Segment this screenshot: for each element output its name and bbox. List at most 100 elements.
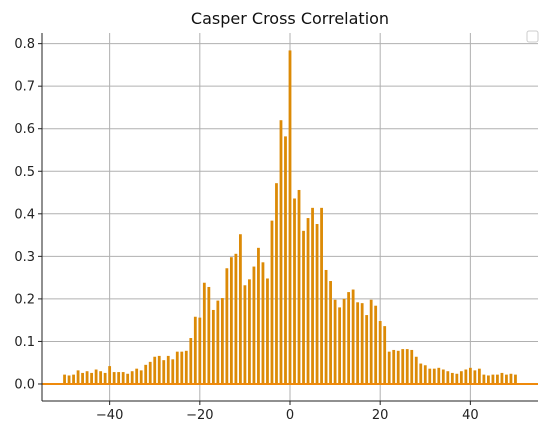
bar	[293, 198, 296, 384]
y-tick-label: 0.6	[14, 122, 35, 137]
bar	[387, 351, 391, 384]
bar	[496, 374, 499, 384]
bar	[500, 372, 504, 384]
bar	[410, 349, 414, 384]
bar	[81, 372, 84, 384]
bar	[211, 309, 215, 384]
x-tick-label: 20	[372, 408, 389, 423]
chart-title: Casper Cross Correlation	[191, 9, 389, 28]
bar	[450, 372, 454, 384]
bar	[139, 370, 143, 384]
bar	[423, 365, 427, 384]
bar	[112, 372, 116, 384]
bar	[360, 303, 364, 384]
y-tick-label: 0.1	[14, 335, 35, 350]
bar	[455, 373, 459, 384]
bar	[288, 50, 292, 384]
bar	[342, 298, 346, 384]
bar	[193, 316, 197, 384]
bar	[356, 302, 360, 384]
bar	[279, 120, 283, 384]
bar	[491, 374, 495, 384]
bar	[333, 299, 337, 384]
bar	[324, 269, 328, 384]
bar	[108, 366, 112, 384]
bar	[302, 230, 305, 384]
bar	[378, 321, 382, 384]
y-tick-label: 0.7	[14, 80, 35, 95]
bar	[76, 370, 80, 384]
bar	[329, 281, 332, 384]
legend-box	[526, 30, 539, 43]
bar	[351, 289, 355, 384]
bar	[365, 315, 369, 384]
bar	[175, 351, 179, 384]
bar	[216, 300, 220, 384]
bar	[441, 369, 445, 384]
bar	[234, 253, 238, 384]
y-tick-label: 0.3	[14, 250, 35, 265]
bar	[487, 375, 490, 384]
bar	[225, 268, 229, 384]
bar	[306, 218, 310, 384]
bar	[180, 351, 184, 384]
y-tick-label: 0.2	[14, 292, 35, 307]
bar	[94, 369, 98, 384]
bar	[189, 338, 193, 384]
bar	[473, 370, 477, 384]
bar	[126, 373, 130, 384]
bar	[99, 371, 103, 384]
bar	[419, 363, 423, 384]
bar	[482, 374, 486, 384]
bar	[509, 373, 513, 384]
tick-labels: −40 −20 0 20 40 0.0 0.1 0.2 0.3 0.4 0.5 0.6 0.7 0.8	[14, 37, 478, 423]
y-tick-label: 0.0	[14, 377, 35, 392]
bar	[117, 372, 121, 384]
y-tick-label: 0.8	[14, 37, 35, 52]
bar-series	[63, 50, 517, 384]
y-tick-label: 0.4	[14, 207, 35, 222]
bar	[315, 224, 319, 384]
bar	[198, 317, 202, 384]
bar	[63, 374, 66, 384]
bar	[220, 298, 224, 384]
bar	[459, 371, 463, 384]
bar	[261, 262, 265, 384]
y-tick-label: 0.5	[14, 165, 35, 180]
bar	[162, 360, 166, 384]
bar	[103, 372, 107, 384]
bar	[130, 371, 134, 384]
bar	[383, 326, 387, 384]
bar	[405, 349, 409, 384]
bar	[311, 207, 314, 384]
bar	[432, 368, 436, 384]
bar	[85, 371, 89, 384]
bar	[248, 279, 251, 384]
bar	[72, 374, 75, 384]
bar	[477, 368, 481, 384]
x-tick-label: 0	[286, 408, 294, 423]
bar	[437, 367, 441, 384]
bar	[338, 307, 341, 384]
bar	[184, 350, 188, 384]
x-tick-label: −40	[96, 408, 123, 423]
bar	[266, 278, 269, 384]
bar	[347, 292, 351, 384]
bar	[202, 282, 206, 384]
bar	[157, 355, 161, 384]
bar	[414, 356, 418, 384]
bar	[153, 356, 157, 384]
bar	[90, 372, 93, 384]
bar	[464, 369, 468, 384]
bar	[446, 371, 450, 384]
bar	[468, 367, 472, 384]
bar	[270, 220, 274, 384]
bar	[257, 247, 260, 384]
bar	[171, 359, 175, 384]
bar	[514, 374, 517, 384]
bar	[297, 189, 301, 384]
bar	[392, 349, 396, 384]
bar	[505, 374, 508, 384]
bar	[166, 355, 170, 384]
